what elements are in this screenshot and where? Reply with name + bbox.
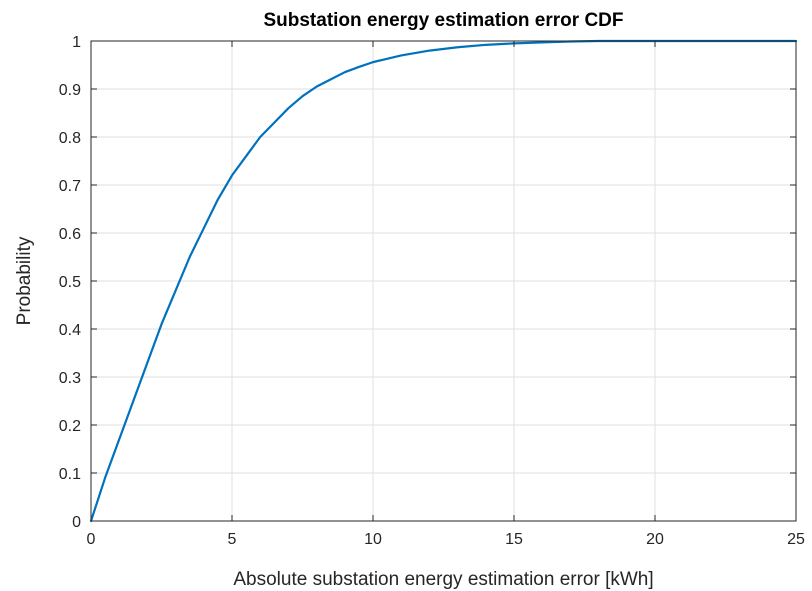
chart-title: Substation energy estimation error CDF	[263, 10, 623, 31]
x-tick-label: 20	[646, 531, 664, 548]
y-axis-ticks: 0 0.1 0.2 0.3 0.4 0.5 0.6 0.7 0.8 0.9 1	[59, 34, 796, 531]
x-axis-label: Absolute substation energy estimation er…	[233, 569, 653, 590]
y-tick-label: 0.3	[59, 370, 81, 387]
x-tick-label: 0	[87, 531, 96, 548]
y-tick-label: 0.4	[59, 322, 81, 339]
series-layer	[89, 39, 798, 523]
y-tick-label: 0.1	[59, 466, 81, 483]
x-tick-label: 15	[505, 531, 523, 548]
cdf-series-line	[89, 39, 798, 523]
x-tick-label: 5	[228, 531, 237, 548]
y-tick-label: 0.7	[59, 178, 81, 195]
y-tick-label: 1	[72, 34, 81, 51]
y-tick-label: 0.8	[59, 130, 81, 147]
x-tick-label: 25	[787, 531, 805, 548]
y-tick-label: 0.9	[59, 82, 81, 99]
x-tick-label: 10	[364, 531, 382, 548]
y-tick-label: 0.2	[59, 418, 81, 435]
y-tick-label: 0.5	[59, 274, 81, 291]
y-tick-label: 0.6	[59, 226, 81, 243]
y-tick-label: 0	[72, 514, 81, 531]
x-axis-ticks: 0 5 10 15 20 25	[87, 41, 805, 548]
y-axis-label: Probability	[14, 236, 35, 325]
